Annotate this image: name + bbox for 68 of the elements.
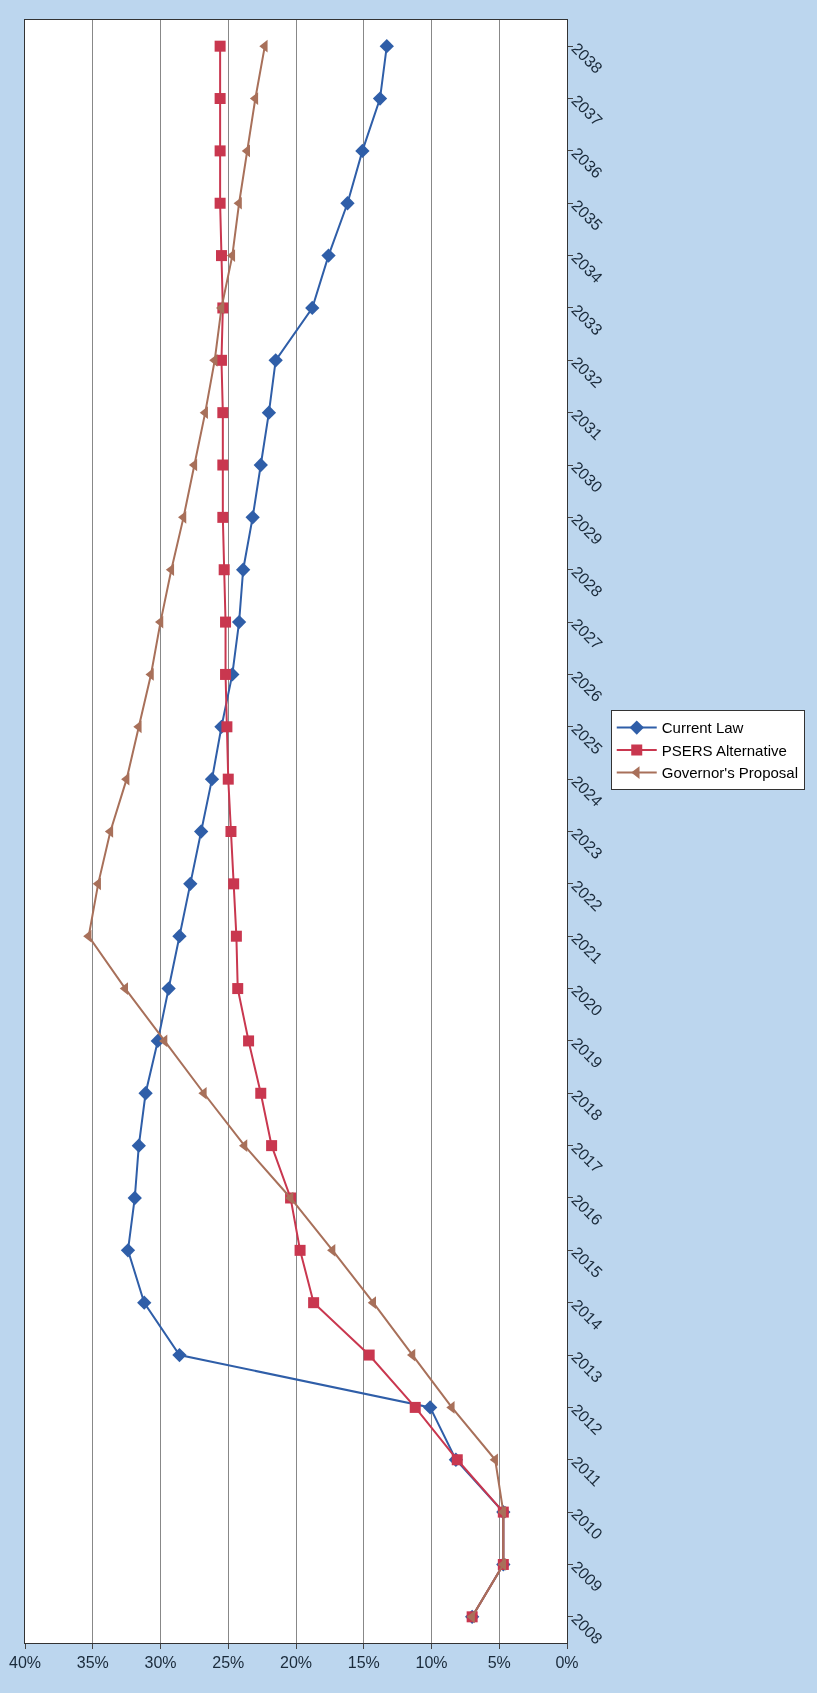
point — [363, 1349, 375, 1361]
point — [217, 407, 229, 419]
point — [194, 824, 209, 839]
legend-label: PSERS Alternative — [661, 741, 787, 759]
point — [127, 1190, 142, 1206]
point — [165, 563, 175, 577]
point — [220, 668, 232, 680]
point — [221, 721, 233, 733]
point — [228, 878, 240, 890]
point — [232, 983, 244, 995]
x-tick-label: 25% — [212, 1654, 245, 1672]
point — [255, 1087, 267, 1099]
x-tick-label: 15% — [347, 1654, 380, 1672]
point — [231, 614, 247, 630]
point — [214, 145, 226, 157]
point — [138, 1086, 153, 1101]
legend-label: Governor's Proposal — [661, 764, 799, 782]
point — [104, 825, 114, 838]
point — [243, 1035, 255, 1047]
x-tick-label: 35% — [76, 1654, 109, 1672]
point — [218, 564, 230, 576]
point — [379, 39, 394, 54]
point — [236, 562, 251, 577]
point — [268, 353, 283, 368]
point — [226, 249, 236, 262]
x-tick-label: 5% — [487, 1654, 511, 1672]
point — [266, 1140, 278, 1152]
point — [230, 930, 242, 942]
point — [217, 459, 229, 471]
point — [137, 1295, 152, 1310]
point — [172, 929, 187, 944]
point — [215, 301, 225, 315]
point — [215, 354, 227, 366]
point — [119, 982, 129, 995]
point — [188, 458, 198, 472]
x-tick-label: 20% — [279, 1654, 313, 1672]
point — [204, 772, 220, 787]
point — [183, 876, 198, 891]
point — [214, 93, 226, 105]
x-tick-label: 30% — [144, 1654, 177, 1672]
point — [249, 92, 259, 105]
point — [253, 457, 268, 473]
point — [120, 1243, 136, 1258]
point — [372, 91, 388, 106]
x-tick-label: 10% — [415, 1654, 448, 1672]
legend-label: Current Law — [661, 719, 744, 737]
point — [261, 405, 277, 420]
point — [161, 981, 176, 996]
point — [215, 250, 227, 262]
point — [245, 510, 260, 525]
point — [409, 1401, 421, 1413]
point — [214, 40, 226, 52]
point — [340, 196, 355, 211]
point — [305, 300, 320, 316]
point — [222, 773, 234, 785]
point — [423, 1400, 438, 1415]
point — [308, 1297, 320, 1309]
point — [214, 197, 226, 209]
point — [321, 248, 336, 263]
x-tick-label: 0% — [555, 1654, 579, 1672]
point — [294, 1244, 306, 1256]
point — [220, 616, 232, 628]
point — [131, 1138, 146, 1153]
x-tick-label: 40% — [8, 1654, 42, 1672]
point — [355, 143, 370, 159]
point — [225, 826, 237, 837]
point — [172, 1347, 187, 1363]
point — [217, 511, 229, 523]
